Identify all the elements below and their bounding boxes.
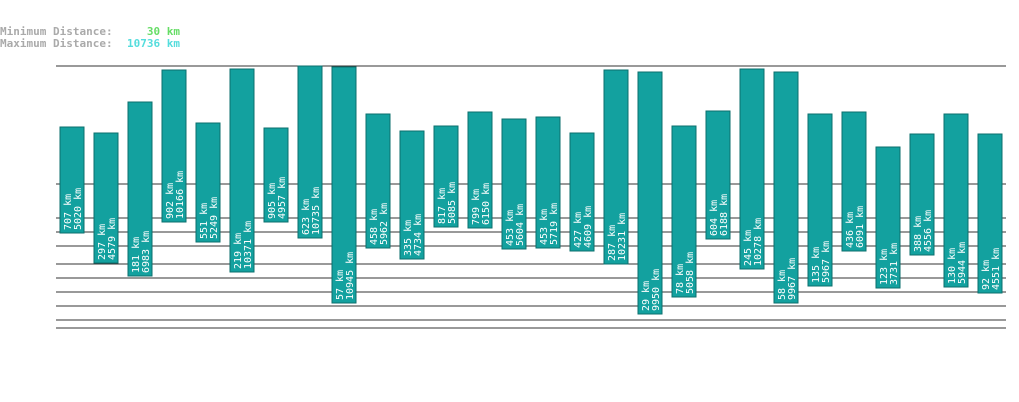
max-label: Maximum Distance: xyxy=(0,37,113,50)
max-label: 9967 km xyxy=(787,258,798,300)
max-label: 9950 km xyxy=(651,269,662,311)
max-label: 4734 km xyxy=(413,214,424,256)
max-label: 5967 km xyxy=(821,241,832,283)
min-label: 388 km xyxy=(913,216,924,252)
min-label: 135 km xyxy=(811,247,822,283)
max-label: 4957 km xyxy=(277,177,288,219)
min-label: Minimum Distance: xyxy=(0,25,113,38)
bar xyxy=(263,127,289,223)
bar xyxy=(195,122,221,243)
max-label: 10231 km xyxy=(617,213,628,261)
min-label: 287 km xyxy=(607,225,618,261)
max-label: 5719 km xyxy=(549,203,560,245)
bar xyxy=(909,133,935,256)
max-label: 10166 km xyxy=(175,171,186,219)
max-label: 6091 km xyxy=(855,206,866,248)
min-label: 92 km xyxy=(981,260,992,290)
min-label: 245 km xyxy=(743,230,754,266)
bar xyxy=(569,132,595,252)
max-label: 6983 km xyxy=(141,231,152,273)
bar xyxy=(671,125,697,298)
min-label: 604 km xyxy=(709,200,720,236)
min-label: 58 km xyxy=(777,270,788,300)
min-label: 297 km xyxy=(97,224,108,260)
bar xyxy=(603,69,629,265)
bar xyxy=(501,118,527,250)
bar xyxy=(467,111,493,229)
bar xyxy=(773,71,799,304)
bar xyxy=(433,125,459,228)
bar xyxy=(943,113,969,288)
max-label: 5249 km xyxy=(209,197,220,239)
min-label: 707 km xyxy=(63,194,74,230)
max-label: 4609 km xyxy=(583,206,594,248)
bar xyxy=(127,101,153,277)
bar xyxy=(535,116,561,249)
max-label: 10371 km xyxy=(243,221,254,269)
min-label: 29 km xyxy=(641,281,652,311)
bar xyxy=(807,113,833,287)
min-label: 436 km xyxy=(845,212,856,248)
max-label: 5962 km xyxy=(379,203,390,245)
min-label: 453 km xyxy=(505,210,516,246)
max-label: 10278 km xyxy=(753,218,764,266)
min-label: 623 km xyxy=(301,199,312,235)
bar xyxy=(841,111,867,252)
min-label: 902 km xyxy=(165,183,176,219)
max-label: 5604 km xyxy=(515,204,526,246)
bar xyxy=(739,68,765,270)
min-label: 551 km xyxy=(199,203,210,239)
min-label: 123 km xyxy=(879,249,890,285)
bar xyxy=(297,65,323,239)
bar xyxy=(93,132,119,264)
bar xyxy=(637,71,663,315)
min-label: 458 km xyxy=(369,209,380,245)
min-label: 335 km xyxy=(403,220,414,256)
bar xyxy=(229,68,255,273)
min-label: 57 km xyxy=(335,270,346,300)
max-label: 10735 km xyxy=(311,187,322,235)
max-label: 6188 km xyxy=(719,194,730,236)
bar xyxy=(977,133,1003,294)
min-label: 799 km xyxy=(471,189,482,225)
max-label: 6150 km xyxy=(481,183,492,225)
max-value: 10736 km xyxy=(127,37,180,50)
min-label: 219 km xyxy=(233,233,244,269)
max-label: 5058 km xyxy=(685,252,696,294)
max-label: 3731 km xyxy=(889,243,900,285)
bar xyxy=(331,66,357,304)
max-label: 4579 km xyxy=(107,218,118,260)
min-label: 905 km xyxy=(267,183,278,219)
min-label: 453 km xyxy=(539,209,550,245)
bar xyxy=(875,146,901,289)
max-label: 5020 km xyxy=(73,188,84,230)
bar xyxy=(161,69,187,223)
bar xyxy=(59,126,85,234)
bar xyxy=(399,130,425,260)
min-label: 78 km xyxy=(675,264,686,294)
max-label: 10945 km xyxy=(345,252,356,300)
min-label: 817 km xyxy=(437,188,448,224)
min-label: 181 km xyxy=(131,237,142,273)
min-value: 30 km xyxy=(147,25,180,38)
max-label: 5944 km xyxy=(957,242,968,284)
min-label: 427 km xyxy=(573,212,584,248)
max-label: 4556 km xyxy=(923,210,934,252)
max-label: 5085 km xyxy=(447,182,458,224)
bar xyxy=(705,110,731,240)
min-label: 130 km xyxy=(947,248,958,284)
bar xyxy=(365,113,391,249)
max-label: 4551 km xyxy=(991,248,1002,290)
